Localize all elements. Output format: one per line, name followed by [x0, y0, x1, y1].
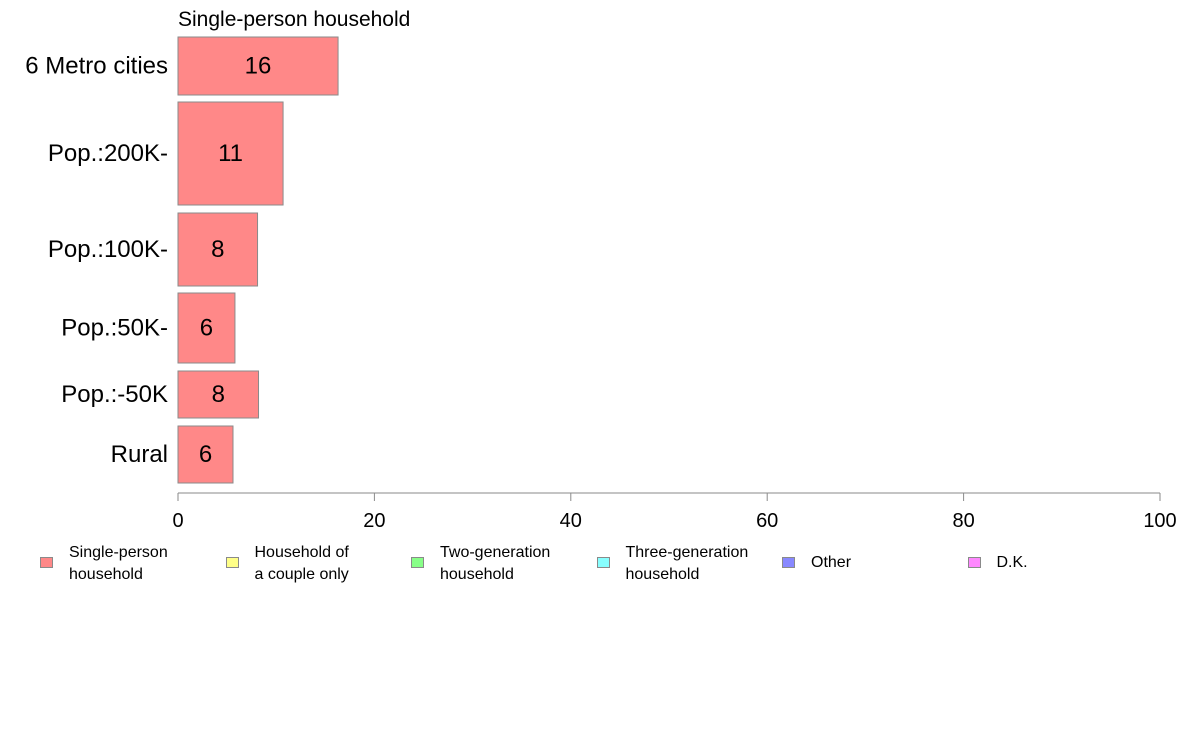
x-axis: 0 20 40 60 80 100 [172, 492, 1177, 532]
bars-group: 16 11 8 6 8 6 [177, 36, 339, 484]
bar [177, 292, 236, 364]
bar-value-label: 6 [199, 441, 212, 468]
bar [177, 36, 339, 96]
category-label: Pop.:200K- [48, 140, 168, 167]
legend-item: Three-generation household [596, 542, 749, 586]
x-tick-label: 80 [952, 510, 974, 532]
legend-item: Household of a couple only [225, 542, 349, 586]
bar-chart: Single-person household 16 11 8 6 8 6 6 Metro… [25, 8, 1177, 532]
legend-swatch [782, 557, 795, 568]
bar-value-label: 8 [211, 236, 224, 263]
legend-label: Single-person household [69, 544, 168, 583]
legend-label: Other [811, 554, 852, 571]
legend-item: Single-person household [40, 542, 168, 586]
legend-swatch [411, 557, 424, 568]
x-tick-label: 60 [756, 510, 778, 532]
legend: Single-person household Household of a co… [40, 542, 1188, 592]
legend-label: D.K. [996, 554, 1028, 571]
legend-item: D.K. [967, 542, 1028, 574]
x-tick-label: 100 [1143, 510, 1176, 532]
bar-value-label: 8 [212, 381, 225, 408]
legend-label: Three-generation household [625, 544, 749, 583]
bar-value-label: 11 [218, 140, 243, 167]
legend-swatch [225, 557, 239, 568]
chart-title: Single-person household [178, 8, 410, 31]
category-label: Pop.:50K- [61, 315, 168, 342]
legend-swatch [40, 557, 53, 568]
category-labels: 6 Metro cities Pop.:200K- Pop.:100K- Pop.:5… [25, 53, 168, 469]
bar-value-label: 6 [200, 315, 213, 342]
bar [177, 370, 260, 419]
legend-label: Two-generation household [440, 544, 551, 583]
bar [177, 425, 234, 484]
category-label: 6 Metro cities [25, 53, 168, 80]
x-tick-label: 0 [172, 510, 183, 532]
bar [177, 101, 284, 206]
category-label: Rural [111, 441, 168, 468]
bar [177, 212, 259, 287]
bar-value-label: 16 [245, 53, 272, 80]
category-label: Pop.:-50K [61, 381, 168, 408]
x-tick-label: 40 [560, 510, 582, 532]
x-tick-label: 20 [363, 510, 385, 532]
legend-item: Other [782, 542, 851, 574]
legend-swatch [596, 557, 610, 568]
legend-label: Household of a couple only [254, 544, 349, 583]
legend-item: Two-generation household [411, 542, 550, 586]
legend-swatch [967, 557, 981, 568]
category-label: Pop.:100K- [48, 236, 168, 263]
